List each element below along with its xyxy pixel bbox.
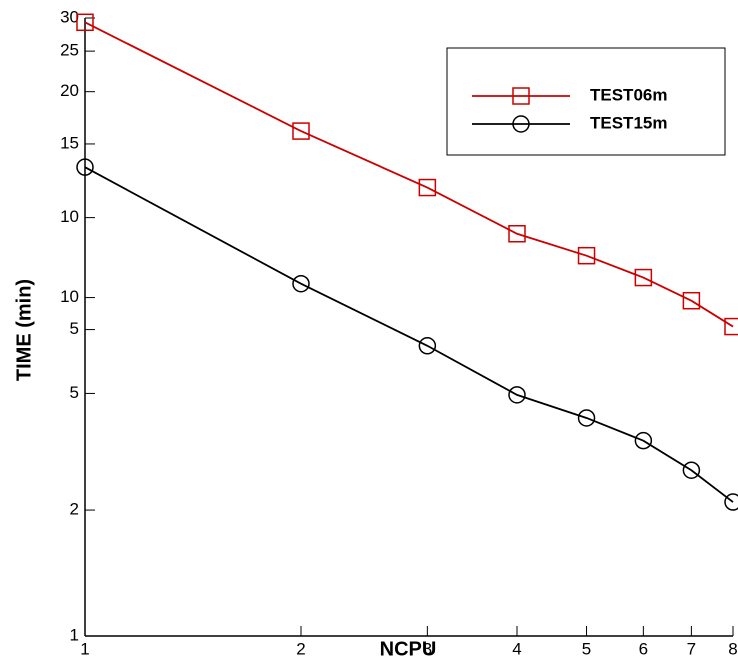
marker — [634, 268, 653, 287]
marker — [76, 158, 94, 176]
x-tick-label: 4 — [512, 639, 521, 658]
y-tick-label: 1 — [70, 625, 79, 644]
marker — [418, 337, 437, 355]
marker — [724, 317, 738, 336]
marker — [508, 386, 526, 404]
marker — [512, 115, 530, 133]
y-tick-label: 20 — [60, 81, 79, 100]
y-axis-label: TIME (min) — [13, 279, 35, 381]
x-tick-label: 5 — [582, 639, 591, 658]
marker — [418, 178, 437, 197]
x-tick-label: 8 — [728, 639, 737, 658]
marker — [577, 246, 596, 265]
y-tick-label: 5 — [70, 319, 79, 338]
legend-label: TEST06m — [590, 85, 667, 104]
y-tick-label: 30 — [60, 7, 79, 26]
y-tick-label: 15 — [60, 133, 79, 152]
marker — [634, 431, 653, 450]
x-tick-label: 7 — [687, 639, 696, 658]
x-axis-label: NCPU — [380, 638, 437, 660]
y-tick-label: 5 — [70, 383, 79, 402]
x-tick-label: 2 — [296, 639, 305, 658]
x-tick-label: 3 — [423, 639, 432, 658]
marker — [577, 409, 596, 427]
y-tick-label: 2 — [70, 500, 79, 519]
marker — [682, 461, 701, 479]
marker — [724, 493, 738, 511]
legend-box — [446, 47, 726, 156]
y-tick-label: 10 — [60, 207, 79, 226]
marker — [292, 274, 310, 293]
marker — [76, 13, 94, 32]
y-tick-label: 25 — [60, 41, 79, 60]
marker — [512, 87, 530, 105]
marker — [292, 122, 310, 140]
x-tick-label: 1 — [80, 639, 89, 658]
series-line — [84, 166, 734, 503]
marker — [508, 225, 526, 243]
y-tick-label: 10 — [60, 287, 79, 306]
marker — [682, 291, 701, 310]
legend-label: TEST15m — [590, 113, 667, 132]
x-tick-label: 6 — [639, 639, 648, 658]
